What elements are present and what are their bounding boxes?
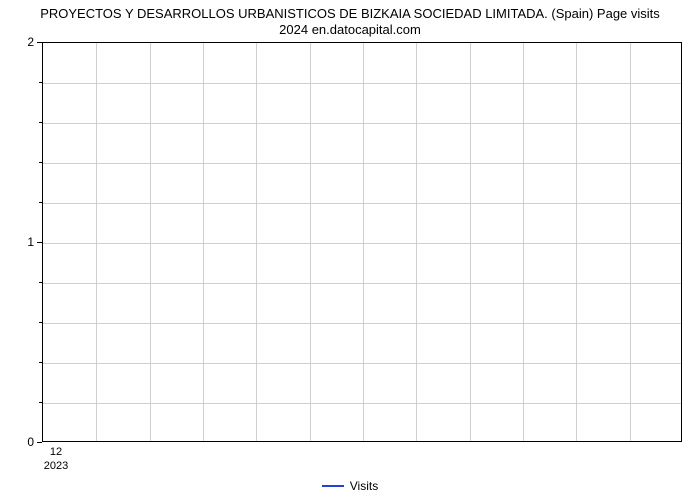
gridline-h-minor	[43, 83, 681, 84]
ytick-minor	[39, 282, 42, 283]
plot-area	[42, 42, 682, 442]
ytick-minor	[39, 202, 42, 203]
xtick-label-month: 12	[50, 446, 62, 458]
ytick-minor	[39, 322, 42, 323]
gridline-h-minor	[43, 323, 681, 324]
ytick-mark	[37, 242, 42, 243]
ytick-label: 1	[14, 235, 34, 249]
ytick-minor	[39, 82, 42, 83]
gridline-h-minor	[43, 203, 681, 204]
ytick-label: 2	[14, 35, 34, 49]
gridline-v	[310, 43, 311, 441]
legend: Visits	[0, 478, 700, 493]
gridline-h-minor	[43, 283, 681, 284]
gridline-v	[523, 43, 524, 441]
ytick-minor	[39, 122, 42, 123]
gridline-h-major	[43, 243, 681, 244]
xtick-label-year: 2023	[44, 460, 68, 472]
ytick-minor	[39, 362, 42, 363]
gridline-h-minor	[43, 363, 681, 364]
gridline-v	[416, 43, 417, 441]
gridline-v	[576, 43, 577, 441]
legend-swatch	[322, 485, 344, 487]
ytick-minor	[39, 402, 42, 403]
gridline-h-minor	[43, 403, 681, 404]
gridline-v	[150, 43, 151, 441]
gridline-v	[256, 43, 257, 441]
gridline-v	[470, 43, 471, 441]
legend-label: Visits	[350, 479, 378, 493]
gridline-v	[363, 43, 364, 441]
ytick-mark	[37, 442, 42, 443]
gridline-v	[203, 43, 204, 441]
gridline-v	[96, 43, 97, 441]
gridline-h-minor	[43, 163, 681, 164]
gridline-h-minor	[43, 123, 681, 124]
ytick-label: 0	[14, 435, 34, 449]
ytick-minor	[39, 162, 42, 163]
gridline-v	[630, 43, 631, 441]
ytick-mark	[37, 42, 42, 43]
chart-title: PROYECTOS Y DESARROLLOS URBANISTICOS DE …	[0, 6, 700, 39]
